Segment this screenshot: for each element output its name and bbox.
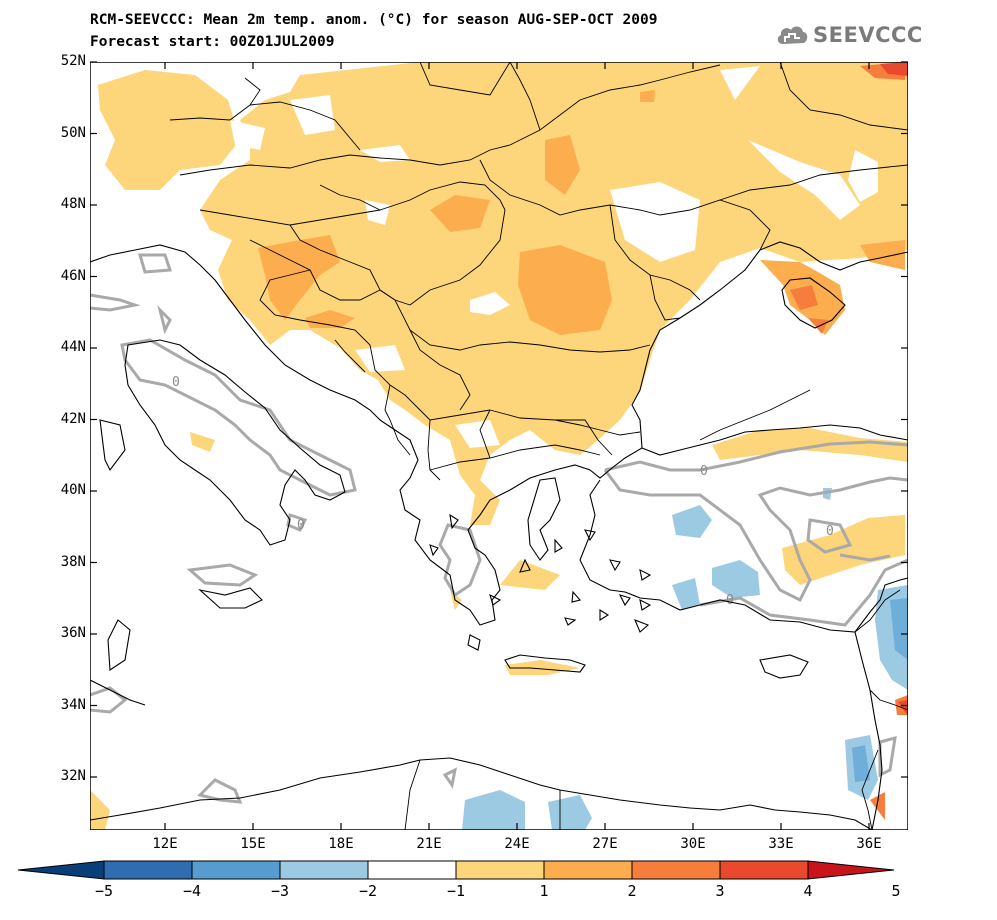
contour-label: 0 xyxy=(172,375,180,390)
coastlines xyxy=(90,241,908,830)
colorbar-label: 1 xyxy=(539,882,549,900)
lat-label: 46N xyxy=(60,267,86,284)
colorbar-segment xyxy=(719,860,809,880)
lon-label: 21E xyxy=(416,836,442,852)
logo-text: SEEVCCC xyxy=(813,23,923,47)
lat-label: 32N xyxy=(60,768,86,784)
colorbar-label: 2 xyxy=(627,882,637,900)
colorbar-segment xyxy=(455,860,545,880)
lat-label: 50N xyxy=(60,124,86,141)
colorbar-arrow-right xyxy=(807,860,895,880)
lon-label: 18E xyxy=(328,836,354,852)
colorbar-label: 3 xyxy=(715,882,725,900)
zero-contour xyxy=(90,253,908,804)
colorbar-arrow-left xyxy=(17,860,105,880)
lat-label: 38N xyxy=(60,553,86,570)
colorbar-segment xyxy=(631,860,721,880)
colorbar-label: 4 xyxy=(803,882,813,900)
lon-label: 36E xyxy=(856,836,882,852)
colorbar-label: −3 xyxy=(270,882,290,900)
map-plot-area: 0 0 0 0 0 xyxy=(90,62,908,830)
contour-labels: 0 0 0 0 0 xyxy=(172,375,834,608)
colorbar xyxy=(17,860,895,880)
lon-label: 30E xyxy=(680,836,706,852)
colorbar-label: −2 xyxy=(358,882,378,900)
contour-label: 0 xyxy=(700,464,708,479)
colorbar-label: −4 xyxy=(182,882,202,900)
forecast-start-label: Forecast start: 00Z01JUL2009 xyxy=(90,34,335,50)
colorbar-segment xyxy=(103,860,193,880)
country-borders xyxy=(169,62,908,830)
lat-label: 36N xyxy=(60,625,86,641)
anomaly-minus2-minus3-shading xyxy=(852,598,908,782)
lon-label: 27E xyxy=(592,836,618,852)
lat-label: 48N xyxy=(60,196,86,212)
contour-label: 0 xyxy=(297,518,305,533)
map-title: RCM-SEEVCCC: Mean 2m temp. anom. (°C) fo… xyxy=(90,12,658,28)
lon-label: 12E xyxy=(152,836,178,852)
colorbar-segment xyxy=(543,860,633,880)
lon-label: 24E xyxy=(504,836,530,852)
cloud-icon xyxy=(777,26,808,44)
lon-label: 15E xyxy=(240,836,266,852)
lat-label: 40N xyxy=(60,482,86,498)
contour-label: 0 xyxy=(726,593,734,608)
lat-label: 34N xyxy=(60,696,86,713)
colorbar-label: 5 xyxy=(891,882,901,900)
contour-label: 0 xyxy=(826,524,834,539)
colorbar-segment xyxy=(191,860,281,880)
lat-label: 52N xyxy=(60,53,86,69)
seevccc-logo: SEEVCCC xyxy=(775,22,923,48)
lat-label: 42N xyxy=(60,410,86,427)
colorbar-segment xyxy=(367,860,457,880)
colorbar-label: −1 xyxy=(446,882,466,900)
colorbar-label: −5 xyxy=(94,882,114,900)
axis-ticks xyxy=(90,61,908,830)
colorbar-segment xyxy=(279,860,369,880)
lat-label: 44N xyxy=(60,339,86,355)
lon-label: 33E xyxy=(768,836,794,852)
